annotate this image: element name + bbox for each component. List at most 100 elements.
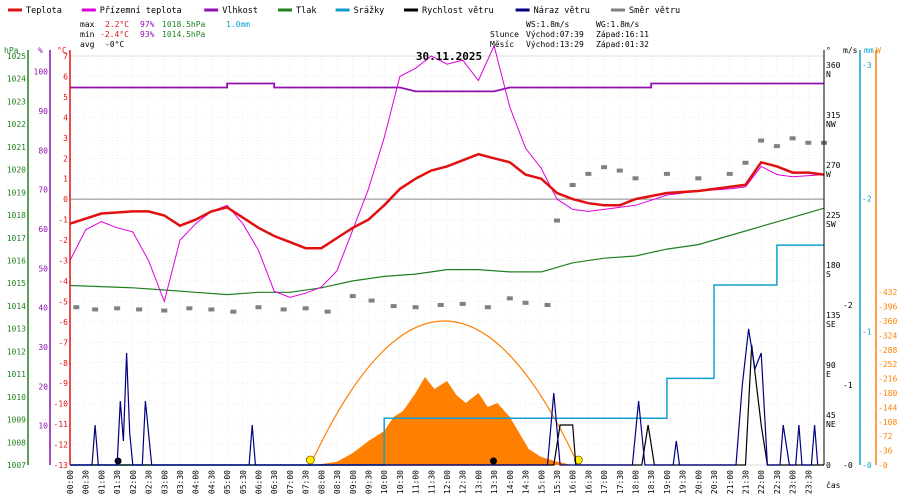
- hpa-tick-label: 1018: [7, 211, 26, 220]
- x-tick-label: 01:00: [97, 470, 106, 494]
- w-tick-label: -252: [878, 360, 897, 369]
- w-tick-label: -36: [878, 447, 893, 456]
- pct-tick-label: 30: [38, 343, 48, 352]
- x-tick-label: 02:30: [145, 470, 154, 494]
- wind-dir-point: [136, 307, 143, 312]
- wind-dir-point: [553, 218, 560, 223]
- mm-tick-label: -2: [862, 194, 872, 203]
- pct-tick-label: 80: [38, 146, 48, 155]
- info-ws: WS:1.8m/s: [526, 20, 570, 29]
- x-tick-label: 08:00: [317, 470, 326, 494]
- info-sun-rise: Východ:07:39: [526, 30, 584, 39]
- x-tick-label: 06:00: [255, 470, 264, 494]
- wind-dir-point: [601, 165, 608, 170]
- w-tick-label: -180: [878, 389, 897, 398]
- w-tick-label: -396: [878, 303, 897, 312]
- wind-dir-point: [255, 305, 262, 310]
- temp-tick-label: -12: [54, 441, 69, 450]
- mm-tick-label: -3: [862, 61, 872, 70]
- ms-tick-label: -1: [843, 381, 853, 390]
- dir-tick-label: 45: [826, 411, 836, 420]
- mm-unit: mm: [864, 46, 874, 55]
- info-moon-rise: Východ:13:29: [526, 40, 584, 49]
- stat-max-label: max: [80, 20, 95, 29]
- hpa-tick-label: 1021: [7, 143, 26, 152]
- wind-dir-point: [726, 171, 733, 176]
- temp-tick-label: -8: [58, 359, 68, 368]
- dir-compass-label: W: [826, 170, 831, 179]
- dir-compass-label: SE: [826, 320, 836, 329]
- mm-tick-label: -0: [862, 461, 872, 470]
- temp-tick-label: -7: [58, 338, 68, 347]
- wind-dir-point: [280, 307, 287, 312]
- x-tick-label: 05:00: [223, 470, 232, 494]
- dir-tick-label: 0: [826, 461, 831, 470]
- legend-label: Teplota: [26, 6, 62, 16]
- dir-tick-label: 135: [826, 311, 841, 320]
- dir-tick-label: 90: [826, 361, 836, 370]
- dir-tick-label: 315: [826, 111, 841, 120]
- dir-compass-label: S: [826, 270, 831, 279]
- stat-max-rain: 1.0mm: [226, 20, 250, 29]
- hpa-tick-label: 1007: [7, 461, 26, 470]
- w-unit: W: [876, 46, 881, 55]
- temp-tick-label: 1: [63, 175, 68, 184]
- hpa-tick-label: 1014: [7, 302, 26, 311]
- temp-tick-label: 7: [63, 52, 68, 61]
- wind-dir-point: [695, 176, 702, 181]
- x-tick-label: 06:30: [270, 470, 279, 494]
- stat-max-hum: 97%: [140, 20, 155, 29]
- legend-label: Přízemní teplota: [100, 6, 182, 16]
- stat-min-press: 1014.5hPa: [162, 30, 206, 39]
- wind-dir-point: [186, 306, 193, 311]
- x-tick-label: 10:00: [380, 470, 389, 494]
- x-tick-label: 22:30: [773, 470, 782, 494]
- dir-tick-label: 180: [826, 261, 841, 270]
- x-tick-label: 21:00: [726, 470, 735, 494]
- x-tick-label: 00:00: [66, 470, 75, 494]
- temp-tick-label: 5: [63, 93, 68, 102]
- legend-label: Směr větru: [629, 6, 680, 16]
- dir-tick-label: 360: [826, 61, 841, 70]
- x-tick-label: 07:00: [286, 470, 295, 494]
- x-tick-label: 02:00: [129, 470, 138, 494]
- dir-compass-label: NW: [826, 120, 836, 129]
- ms-tick-label: -2: [843, 301, 853, 310]
- wind-dir-point: [742, 160, 749, 165]
- x-tick-label: 20:00: [694, 470, 703, 494]
- x-tick-label: 11:30: [427, 470, 436, 494]
- temp-tick-label: -1: [58, 216, 68, 225]
- wind-dir-point: [437, 303, 444, 307]
- wind-dir-point: [805, 140, 812, 145]
- x-tick-label: 13:30: [490, 470, 499, 494]
- temp-tick-label: -4: [58, 277, 68, 286]
- x-tick-label: 04:30: [207, 470, 216, 494]
- x-tick-label: 12:00: [443, 470, 452, 494]
- stat-min-temp: -2.4°C: [100, 30, 129, 39]
- wind-dir-point: [230, 309, 237, 314]
- x-tick-label: 15:30: [553, 470, 562, 494]
- wind-dir-point: [349, 294, 356, 299]
- series-wind-gust-line: [70, 328, 819, 466]
- x-tick-label: 09:30: [364, 470, 373, 494]
- wind-dir-point: [412, 305, 419, 310]
- temp-tick-label: -2: [58, 236, 68, 245]
- wind-dir-point: [459, 301, 466, 306]
- hpa-tick-label: 1016: [7, 257, 26, 266]
- w-tick-label: -144: [878, 403, 897, 412]
- series-humidity-line: [70, 82, 824, 93]
- x-tick-label: 04:00: [192, 470, 201, 494]
- wind-dir-point: [789, 136, 796, 141]
- w-tick-label: -360: [878, 317, 897, 326]
- wind-dir-point: [663, 171, 670, 176]
- wind-dir-point: [585, 171, 592, 176]
- wind-dir-point: [522, 300, 529, 305]
- w-tick-label: -324: [878, 331, 897, 340]
- x-tick-label: 19:00: [663, 470, 672, 494]
- hpa-tick-label: 1024: [7, 75, 26, 84]
- temp-tick-label: -13: [54, 461, 69, 470]
- x-tick-label: 20:30: [710, 470, 719, 494]
- temp-unit: °C: [57, 46, 67, 55]
